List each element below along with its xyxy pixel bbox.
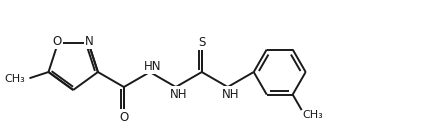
Text: O: O (119, 110, 129, 124)
Text: S: S (198, 36, 206, 49)
Text: CH₃: CH₃ (303, 110, 323, 120)
Text: O: O (52, 35, 62, 48)
Text: CH₃: CH₃ (5, 74, 25, 84)
Text: N: N (85, 35, 94, 48)
Text: NH: NH (170, 88, 187, 100)
Text: NH: NH (222, 88, 240, 100)
Text: HN: HN (144, 60, 162, 73)
